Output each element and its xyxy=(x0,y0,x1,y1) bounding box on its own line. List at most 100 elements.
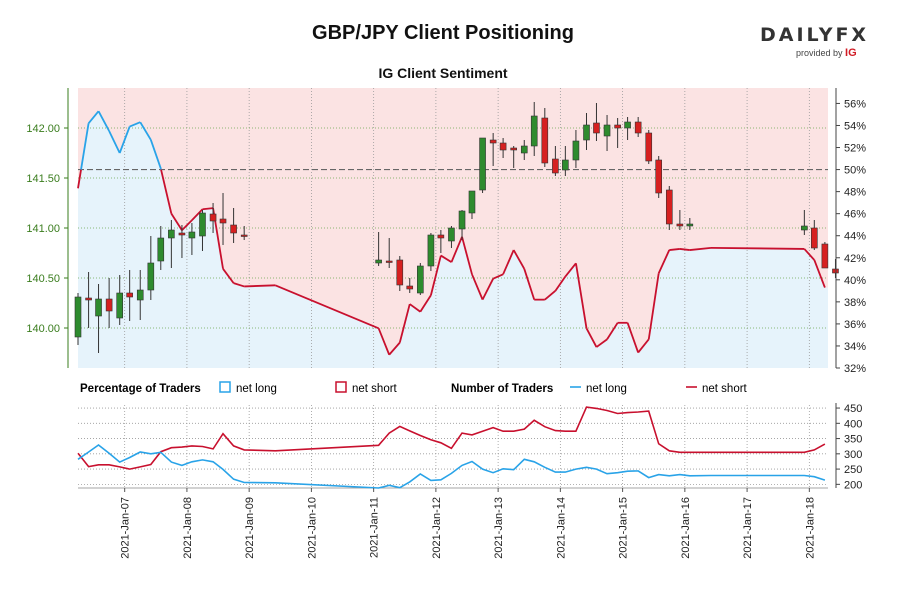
percent-tick-label: 50% xyxy=(844,165,866,177)
bearish-candle xyxy=(240,234,248,237)
sentiment-line-segment xyxy=(129,121,141,128)
legend-pct-short-swatch xyxy=(335,381,347,393)
bullish-candle xyxy=(468,190,476,214)
bearish-candle xyxy=(209,213,217,222)
logo-main-text: DAILY xyxy=(760,24,836,46)
sentiment-line-segment xyxy=(160,169,173,214)
bearish-candle xyxy=(821,243,829,269)
date-tick-label: 2021-Jan-14 xyxy=(555,497,567,559)
bullish-candle xyxy=(801,225,808,231)
sentiment-line-segment xyxy=(481,278,494,301)
date-axis: 2021-Jan-07 2021-Jan-08 2021-Jan-09 2021-Ja… xyxy=(120,488,816,559)
sentiment-line-segment xyxy=(149,139,162,169)
percent-tick-label: 44% xyxy=(844,231,866,243)
bearish-candle xyxy=(230,224,237,234)
legend-pct-long-label: net long xyxy=(236,383,277,395)
sentiment-line-segment xyxy=(398,303,411,343)
price-tick-label: 141.00 xyxy=(26,223,60,235)
sentiment-line-segment xyxy=(606,322,619,340)
sentiment-line-segment xyxy=(461,236,473,275)
bearish-candle xyxy=(219,218,227,224)
sentiment-line-segment xyxy=(274,284,379,330)
sentiment-line-segment xyxy=(440,254,452,263)
bullish-candle xyxy=(188,231,196,239)
bullish-candle xyxy=(116,292,124,319)
date-tick-label: 2021-Jan-08 xyxy=(182,497,194,559)
sentiment-line-segment xyxy=(388,342,401,356)
sentiment-line-segment xyxy=(502,249,515,275)
bullish-candle xyxy=(520,145,528,154)
sentiment-line-segment xyxy=(471,273,484,301)
percent-tick-label: 54% xyxy=(844,120,866,132)
bullish-candle xyxy=(375,259,382,264)
sentiment-line-segment xyxy=(575,263,588,329)
percent-tick-label: 40% xyxy=(844,275,866,287)
count-tick-label: 300 xyxy=(844,449,862,461)
bullish-candle xyxy=(530,115,538,147)
net-short-count-line xyxy=(77,406,826,470)
date-tick-label: 2021-Jan-15 xyxy=(618,497,630,559)
bullish-candle xyxy=(448,227,455,242)
bullish-candle xyxy=(199,212,206,237)
net-short-area xyxy=(78,88,828,355)
legend-pct-short-label: net short xyxy=(352,383,398,395)
percent-tick-label: 56% xyxy=(844,98,866,110)
bullish-candle xyxy=(458,210,466,230)
legend: Percentage of Traders net long net short… xyxy=(80,381,748,395)
bullish-candle xyxy=(427,234,435,267)
sentiment-line-segment xyxy=(544,290,556,301)
price-tick-label: 141.50 xyxy=(26,173,60,185)
bullish-candle xyxy=(157,237,165,262)
sentiment-line-segment xyxy=(139,121,152,141)
bearish-candle xyxy=(396,259,404,286)
bearish-candle xyxy=(665,189,673,225)
sentiment-line-segment xyxy=(181,219,193,231)
sentiment-line-segment xyxy=(430,255,442,296)
legend-pct-long-swatch xyxy=(219,381,231,393)
percent-tick-label: 38% xyxy=(844,297,866,309)
bullish-candle xyxy=(572,140,580,161)
trader-count-panel: 200 250 300 350 400 450 xyxy=(77,403,862,491)
legend-num-title: Number of Traders xyxy=(451,383,553,395)
bullish-candle xyxy=(147,262,155,291)
sentiment-line-segment xyxy=(191,208,204,221)
sentiment-line-segment xyxy=(585,327,598,348)
sentiment-line-segment xyxy=(118,126,131,154)
sentiment-line-segment xyxy=(222,268,235,284)
sentiment-line-segment xyxy=(170,213,183,231)
bullish-candle xyxy=(686,223,694,227)
bullish-candle xyxy=(417,265,424,294)
sentiment-line-segment xyxy=(97,110,110,132)
count-tick-label: 250 xyxy=(844,464,862,476)
sentiment-line-segment xyxy=(77,169,82,189)
sentiment-line-segment xyxy=(202,207,214,211)
sentiment-line-segment xyxy=(813,259,826,288)
bullish-candle xyxy=(479,137,486,191)
bearish-candle xyxy=(645,132,653,162)
sentiment-line-segment xyxy=(647,273,660,340)
chart-subtitle: IG Client Sentiment xyxy=(378,65,508,81)
bearish-candle xyxy=(676,223,684,227)
sentiment-line-segment xyxy=(626,322,640,353)
price-tick-label: 142.00 xyxy=(26,123,60,135)
date-tick-label: 2021-Jan-17 xyxy=(742,497,754,559)
sentiment-line-segment xyxy=(108,130,121,154)
bearish-candle xyxy=(655,159,663,194)
bullish-candle xyxy=(74,296,82,338)
bearish-candle xyxy=(614,124,621,129)
sentiment-line-segment xyxy=(492,273,504,280)
bullish-candle xyxy=(95,298,102,317)
sentiment-line-segment xyxy=(87,110,100,124)
logo-provider-text: provided by xyxy=(796,48,843,58)
date-tick-label: 2021-Jan-18 xyxy=(804,497,816,559)
date-tick-label: 2021-Jan-09 xyxy=(244,497,256,559)
bearish-candle xyxy=(811,227,818,249)
bearish-candle xyxy=(105,298,113,312)
bearish-candle xyxy=(552,158,559,174)
legend-num-long-label: net long xyxy=(586,383,627,395)
ig-logo: IG xyxy=(845,47,857,59)
bearish-candle xyxy=(593,122,600,134)
bullish-candle xyxy=(603,124,611,137)
bearish-candle xyxy=(499,142,507,151)
